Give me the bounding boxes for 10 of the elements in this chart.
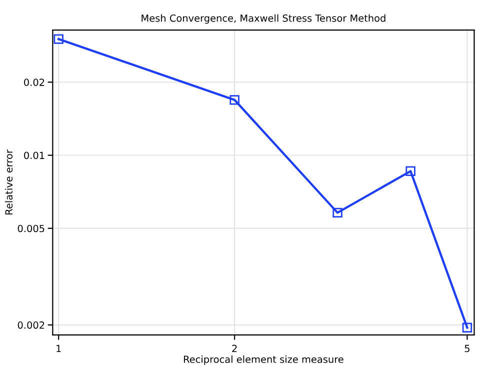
x-axis-title: Reciprocal element size measure <box>184 355 344 365</box>
y-tick-label: 0.002 <box>18 321 44 329</box>
y-tick-label: 0.01 <box>24 152 44 160</box>
x-tick-label: 1 <box>56 344 61 352</box>
x-tick-label: 2 <box>232 344 237 352</box>
y-tick-label: 0.02 <box>24 78 44 86</box>
x-tick-label: 5 <box>464 344 470 352</box>
y-axis-title: Relative error <box>5 150 13 214</box>
chart-title: Mesh Convergence, Maxwell Stress Tensor Method <box>142 14 386 24</box>
y-tick-label: 0.005 <box>18 224 44 232</box>
